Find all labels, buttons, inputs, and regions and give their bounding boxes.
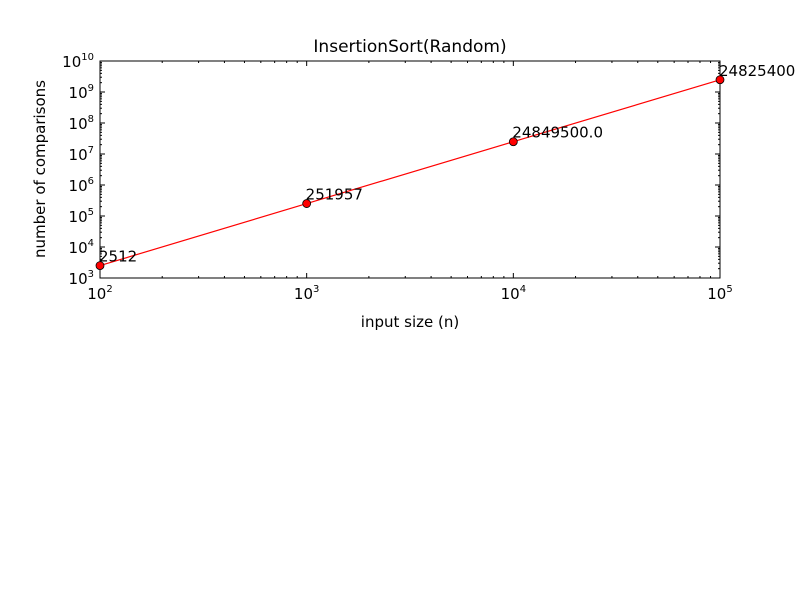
data-point [715, 75, 725, 85]
data-label: 24849500.0 [512, 124, 603, 142]
x-tick-label: 102 [87, 284, 112, 303]
x-tick-label: 105 [707, 284, 732, 303]
x-axis-label: input size (n) [361, 313, 459, 331]
y-tick-label: 109 [69, 83, 94, 102]
data-label: 2512 [99, 248, 137, 266]
x-tick-label: 104 [501, 284, 526, 303]
data-point [302, 199, 312, 208]
y-axis-label: number of comparisons [31, 80, 49, 258]
data-label: 24825400 [719, 62, 795, 80]
y-tick-label: 103 [69, 269, 94, 288]
y-tick-label: 1010 [62, 52, 94, 71]
y-tick-label: 107 [69, 145, 94, 164]
series-line [99, 79, 721, 267]
y-tick-label: 104 [69, 238, 94, 257]
data-point [508, 137, 518, 147]
plot-area: 102 103 104 1051031041051061071081091010251… [62, 52, 795, 303]
x-tick-label: 103 [294, 284, 319, 303]
axes-frame [99, 60, 721, 279]
y-tick-label: 106 [69, 176, 94, 195]
data-label: 251957 [306, 186, 363, 204]
y-tick-label: 105 [69, 207, 94, 226]
data-point [95, 261, 105, 270]
chart-title: InsertionSort(Random) [313, 37, 506, 57]
y-tick-label: 108 [69, 114, 94, 133]
